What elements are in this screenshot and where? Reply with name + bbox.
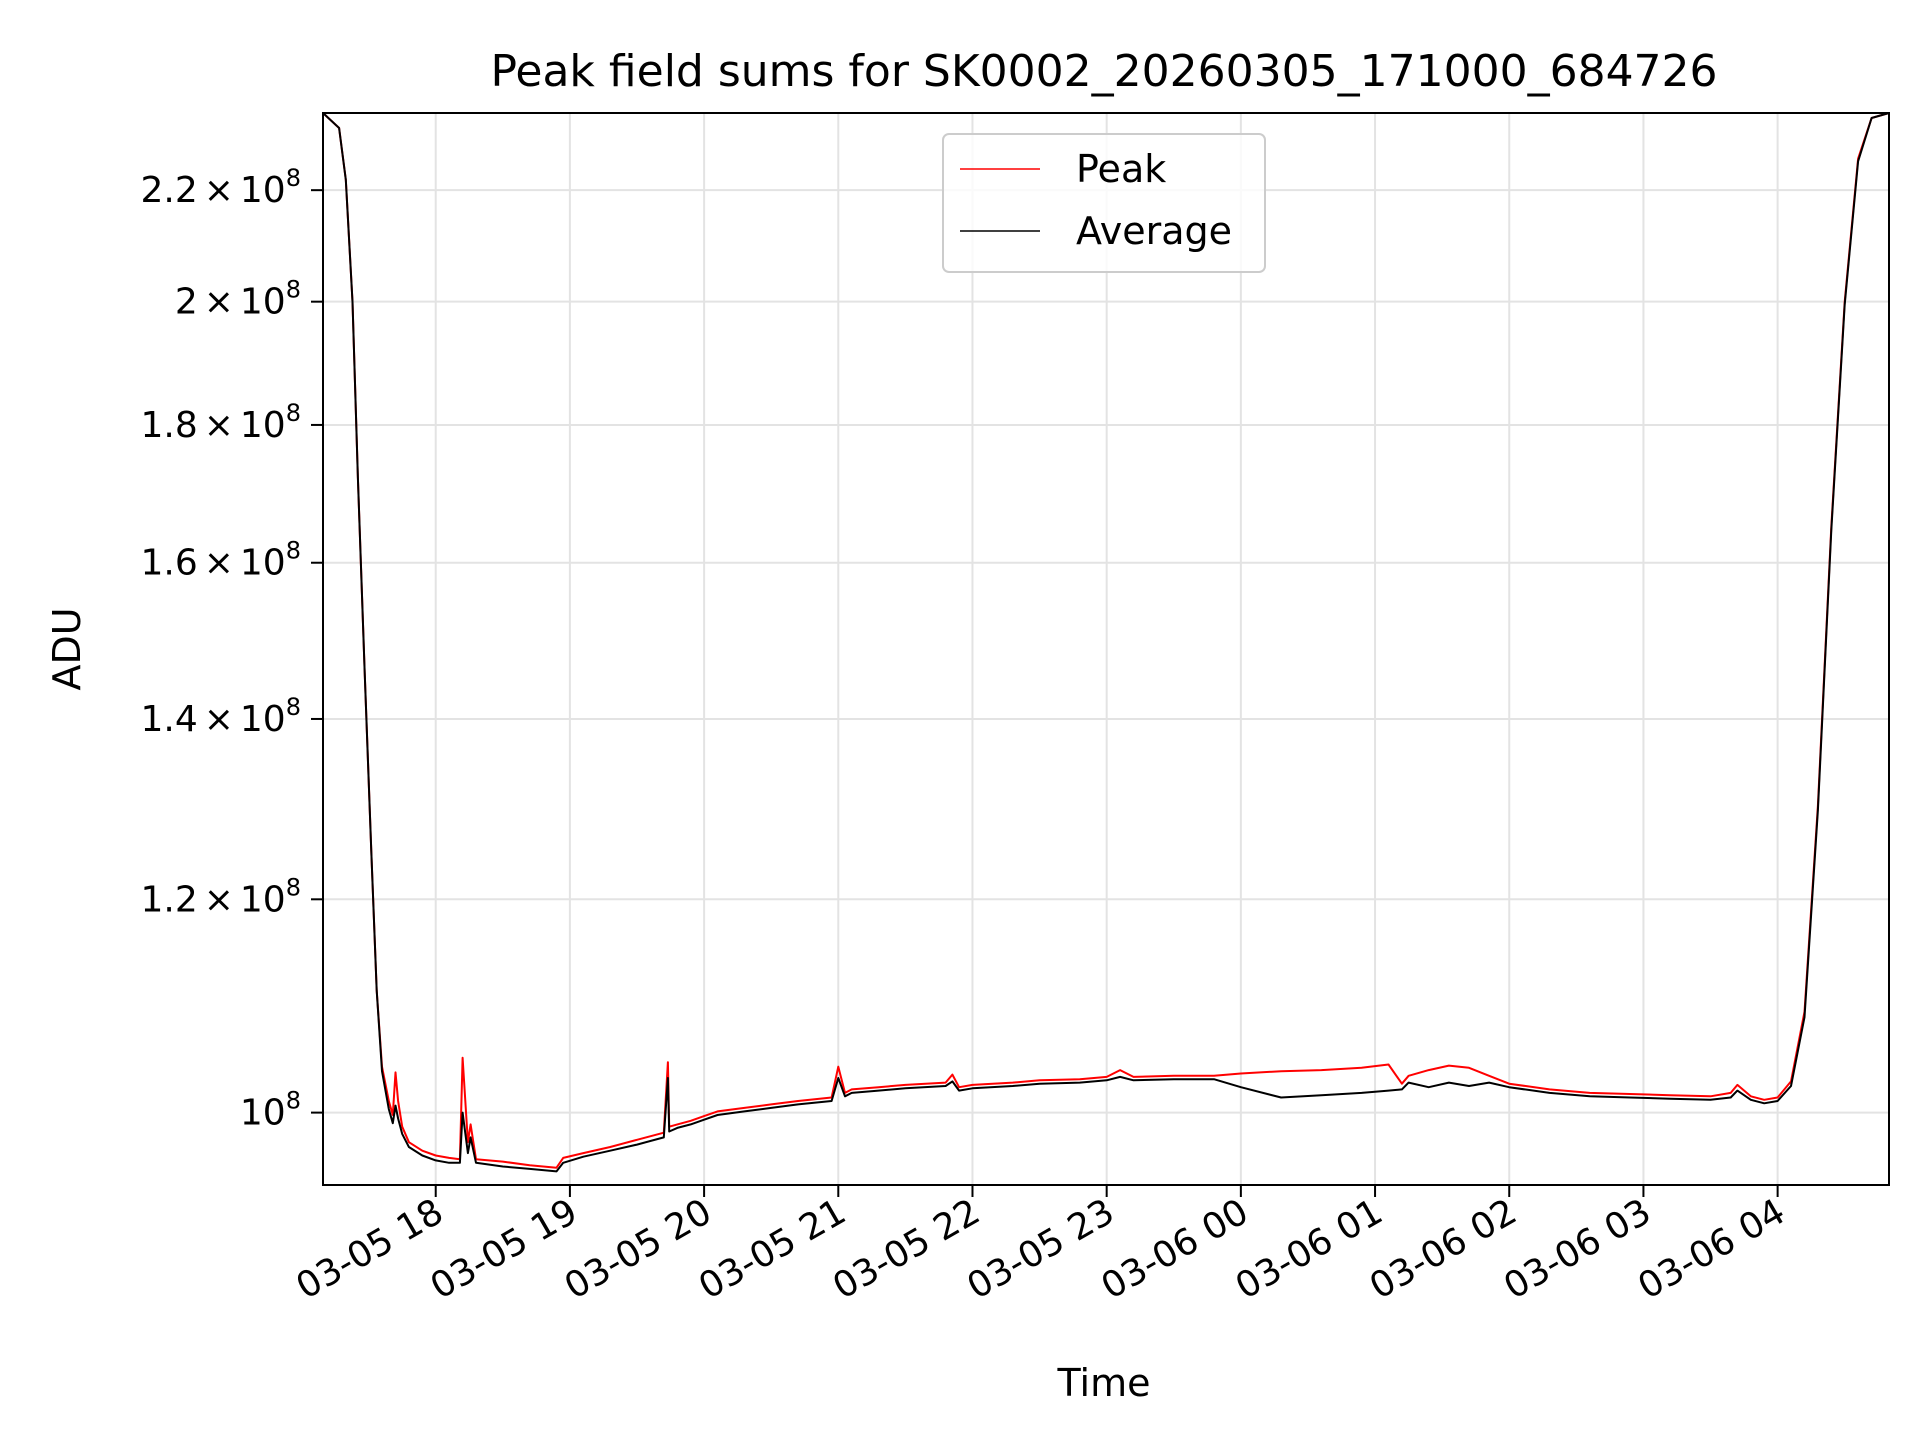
y-tick-mantissa: 1.2	[140, 879, 197, 920]
y-tick-exponent: 8	[286, 164, 301, 192]
legend: Peak Average	[942, 133, 1266, 273]
y-tick-times: ×	[204, 699, 234, 740]
y-tick-times: ×	[204, 405, 234, 446]
y-tick-mantissa: 2	[175, 282, 198, 323]
y-tick-base: 10	[240, 170, 286, 211]
series-lines	[322, 112, 1890, 1173]
series-line-average	[322, 112, 1890, 1173]
y-tick-exponent: 8	[286, 1087, 301, 1115]
y-tick-label: 1.6 × 108	[140, 537, 301, 584]
y-tick-label: 1.4 × 108	[140, 693, 301, 740]
y-tick-times: ×	[204, 543, 234, 584]
y-tick-mantissa: 1.4	[140, 699, 197, 740]
y-tick-base: 10	[240, 879, 286, 920]
x-tick-label: 03-05 20	[558, 1191, 719, 1307]
x-tick-label: 03-05 21	[692, 1191, 853, 1307]
x-tick-label: 03-06 00	[1095, 1191, 1256, 1307]
x-tick-label: 03-05 19	[424, 1191, 585, 1307]
x-tick-label: 03-06 04	[1631, 1191, 1792, 1307]
chart-title: Peak field sums for SK0002_20260305_1710…	[490, 46, 1717, 97]
y-tick-label: 1.2 × 108	[140, 873, 301, 920]
series-line-peak	[322, 112, 1890, 1169]
y-tick-mantissa: 1.8	[140, 405, 197, 446]
y-tick-mantissa: 2.2	[140, 170, 197, 211]
x-tick-label: 03-05 18	[290, 1191, 451, 1307]
legend-average-label: Average	[1076, 209, 1232, 253]
x-axis-label: Time	[1057, 1361, 1151, 1405]
x-tick-label: 03-06 02	[1363, 1191, 1524, 1307]
x-tick-label: 03-06 03	[1497, 1191, 1658, 1307]
y-tick-mantissa: 1.6	[140, 543, 197, 584]
y-tick-label: 1.8 × 108	[140, 399, 301, 446]
y-tick-times: ×	[204, 879, 234, 920]
y-tick-base: 10	[240, 699, 286, 740]
y-tick-base: 10	[240, 543, 286, 584]
x-tick-label: 03-05 22	[826, 1191, 987, 1307]
y-tick-exponent: 8	[286, 276, 301, 304]
y-tick-mantissa: 10	[240, 1093, 286, 1134]
y-tick-exponent: 8	[286, 399, 301, 427]
legend-peak-label: Peak	[1076, 147, 1166, 191]
y-tick-exponent: 8	[286, 873, 301, 901]
gridlines	[323, 113, 1889, 1185]
y-tick-label: 108	[240, 1087, 301, 1134]
y-tick-times: ×	[204, 170, 234, 211]
x-tick-label: 03-06 01	[1229, 1191, 1390, 1307]
y-tick-exponent: 8	[286, 537, 301, 565]
x-tick-label: 03-05 23	[960, 1191, 1121, 1307]
y-tick-label: 2.2 × 108	[140, 164, 301, 211]
y-tick-label: 2 × 108	[175, 276, 301, 323]
y-tick-base: 10	[240, 282, 286, 323]
y-axis-label: ADU	[45, 607, 89, 690]
y-tick-exponent: 8	[286, 693, 301, 721]
y-tick-times: ×	[204, 282, 234, 323]
y-tick-base: 10	[240, 405, 286, 446]
